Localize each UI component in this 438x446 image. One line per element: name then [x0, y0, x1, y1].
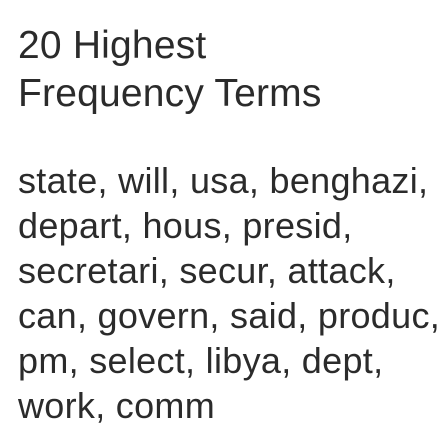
terms-line-6: work, comm	[18, 385, 216, 426]
terms-line-1: state, will, usa, benghazi,	[18, 160, 429, 201]
terms-line-5: pm, select, libya, dept,	[18, 340, 384, 381]
title-line-1: 20 Highest	[18, 24, 207, 67]
title-line-2: Frequency Terms	[18, 72, 322, 115]
terms-line-2: depart, hous, presid,	[18, 205, 353, 246]
terms-line-4: can, govern, said, produc,	[18, 295, 438, 336]
terms-list: state, will, usa, benghazi, depart, hous…	[18, 158, 438, 428]
terms-line-3: secretari, secur, attack,	[18, 250, 396, 291]
page-title: 20 Highest Frequency Terms	[18, 22, 438, 118]
